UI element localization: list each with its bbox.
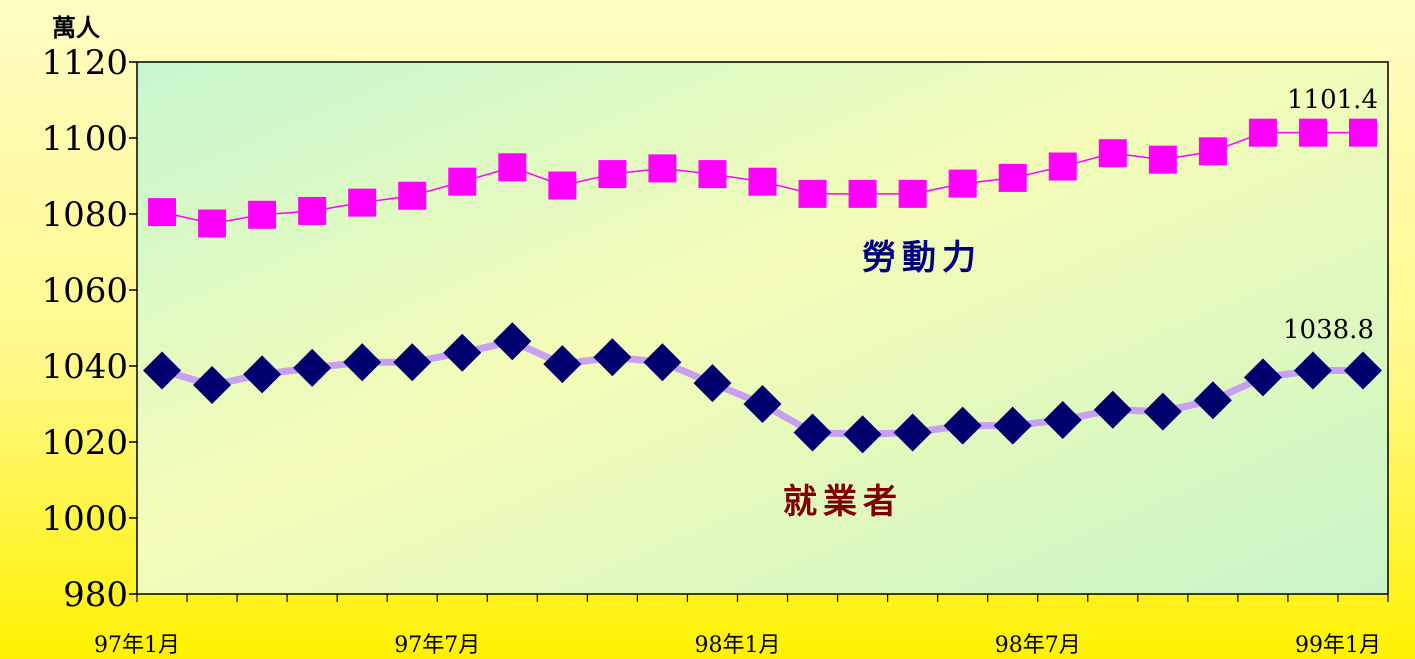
point-employed xyxy=(443,333,482,372)
point-employed xyxy=(293,348,332,387)
point-labor-force xyxy=(798,179,827,208)
point-labor-force xyxy=(898,179,927,208)
point-labor-force xyxy=(998,163,1027,192)
point-labor-force xyxy=(648,154,677,183)
point-labor-force xyxy=(1348,118,1377,147)
point-employed xyxy=(393,343,432,382)
point-employed xyxy=(1193,381,1232,420)
point-labor-force xyxy=(448,167,477,196)
point-employed xyxy=(893,413,932,452)
unit-label: 萬人 xyxy=(52,13,100,42)
point-employed xyxy=(943,406,982,445)
point-labor-force xyxy=(1298,118,1327,147)
end-label-labor-force: 1101.4 xyxy=(1287,85,1378,115)
point-employed xyxy=(1093,390,1132,429)
point-employed xyxy=(843,415,882,454)
point-employed xyxy=(593,338,632,377)
point-employed xyxy=(143,351,182,390)
point-employed xyxy=(1343,351,1382,390)
axes: 980 1000 1020 1040 1060 1080 1100 1120 97年1月 97年7… xyxy=(41,43,1389,658)
y-tick-label: 1100 xyxy=(41,119,128,159)
point-labor-force xyxy=(1198,137,1227,166)
point-employed xyxy=(1043,400,1082,439)
point-labor-force xyxy=(198,209,227,238)
point-labor-force xyxy=(1248,118,1277,147)
point-labor-force xyxy=(1098,139,1127,168)
series-label-employed: 就業者 xyxy=(783,482,903,522)
point-employed xyxy=(1143,392,1182,431)
point-labor-force xyxy=(698,160,727,189)
point-employed xyxy=(993,406,1032,445)
point-labor-force xyxy=(348,188,377,217)
point-employed xyxy=(193,366,232,404)
y-tick-label: 1020 xyxy=(41,423,128,463)
point-employed xyxy=(743,385,782,423)
y-tick-label: 1080 xyxy=(41,195,128,235)
point-employed xyxy=(343,343,382,382)
point-labor-force xyxy=(1148,145,1177,174)
point-employed xyxy=(793,413,832,452)
y-tick-label: 980 xyxy=(63,575,128,615)
point-labor-force xyxy=(148,198,177,227)
point-employed xyxy=(1243,358,1282,397)
point-labor-force xyxy=(848,179,877,208)
y-tick-label: 1120 xyxy=(41,43,128,83)
point-employed xyxy=(493,322,532,361)
y-tick-label: 1040 xyxy=(41,347,128,387)
point-labor-force xyxy=(298,196,327,225)
point-labor-force xyxy=(598,160,627,189)
y-tick-label: 1060 xyxy=(41,271,128,311)
series-label-labor-force: 勞動力 xyxy=(862,238,982,278)
point-labor-force xyxy=(1048,152,1077,181)
x-tick-label: 98年7月 xyxy=(995,633,1081,658)
x-tick-label: 99年1月 xyxy=(1295,633,1381,658)
point-employed xyxy=(543,345,582,384)
point-employed xyxy=(1293,351,1332,390)
point-employed xyxy=(693,364,732,403)
x-tick-label: 97年1月 xyxy=(94,633,180,658)
y-tick-label: 1000 xyxy=(41,499,128,539)
point-labor-force xyxy=(748,167,777,196)
point-labor-force xyxy=(398,181,427,210)
x-tick-label: 98年1月 xyxy=(694,633,780,658)
point-labor-force xyxy=(498,153,527,182)
series-layer xyxy=(143,118,1382,454)
point-employed xyxy=(243,355,282,394)
point-labor-force xyxy=(948,169,977,198)
point-labor-force xyxy=(548,171,577,200)
end-label-employed: 1038.8 xyxy=(1283,315,1374,345)
point-labor-force xyxy=(248,200,277,229)
point-employed xyxy=(643,343,682,382)
plot-area xyxy=(136,61,1389,595)
x-tick-label: 97年7月 xyxy=(394,633,480,658)
